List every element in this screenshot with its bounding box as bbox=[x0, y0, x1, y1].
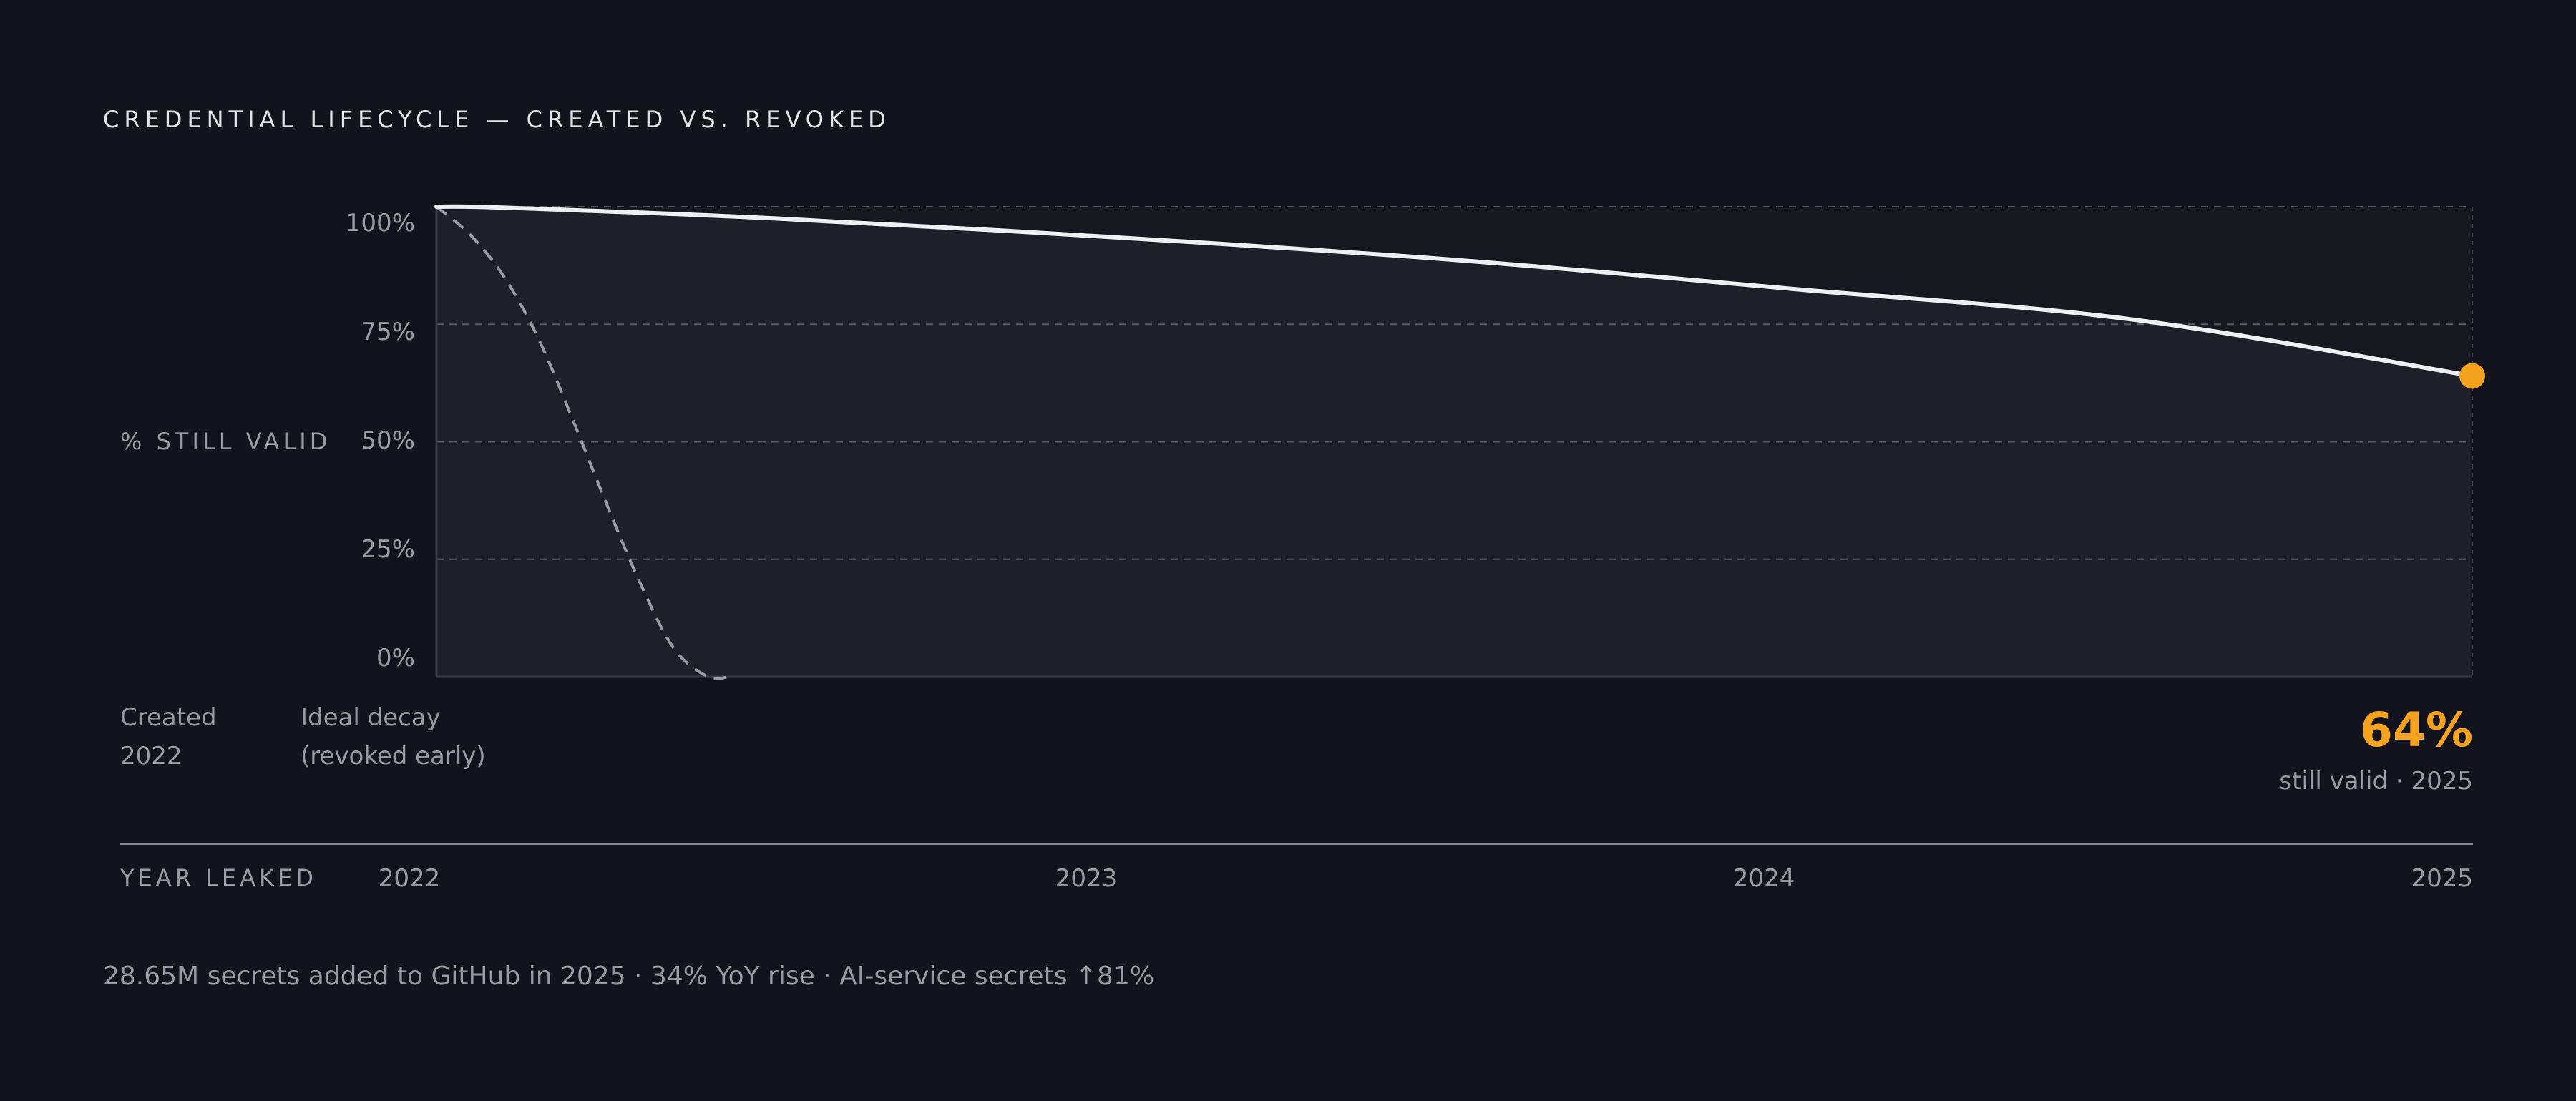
endpoint-caption: still valid · 2025 bbox=[2279, 767, 2473, 796]
footer-stats: 28.65M secrets added to GitHub in 2025 ·… bbox=[103, 961, 1155, 991]
created-year: 2022 bbox=[120, 742, 182, 770]
endpoint-marker bbox=[2459, 363, 2485, 389]
y-tick-label: 50% bbox=[361, 426, 415, 455]
x-tick-label: 2024 bbox=[1732, 864, 1795, 893]
ideal-decay-line bbox=[435, 205, 729, 680]
ideal-decay-annotation: Ideal decay (revoked early) bbox=[301, 698, 486, 775]
ideal-decay-label: Ideal decay bbox=[301, 703, 441, 732]
y-tick-label: 75% bbox=[361, 318, 415, 346]
x-axis-title: YEAR LEAKED bbox=[120, 864, 317, 891]
y-tick-label: 0% bbox=[376, 644, 415, 672]
created-annotation: Created 2022 bbox=[120, 698, 217, 775]
endpoint-value: 64% bbox=[2360, 703, 2473, 758]
x-tick-label: 2025 bbox=[2411, 864, 2473, 893]
created-label: Created bbox=[120, 703, 217, 732]
chart-title: CREDENTIAL LIFECYCLE — CREATED VS. REVOK… bbox=[103, 106, 891, 133]
actual-validity-line bbox=[434, 204, 2474, 378]
x-axis-line bbox=[120, 843, 2473, 845]
ideal-decay-sublabel: (revoked early) bbox=[301, 742, 486, 770]
y-axis-title: % STILL VALID bbox=[120, 428, 331, 455]
y-tick-label: 100% bbox=[345, 209, 415, 238]
x-tick-label: 2022 bbox=[378, 864, 441, 893]
x-tick-label: 2023 bbox=[1055, 864, 1118, 893]
y-tick-label: 25% bbox=[361, 535, 415, 564]
